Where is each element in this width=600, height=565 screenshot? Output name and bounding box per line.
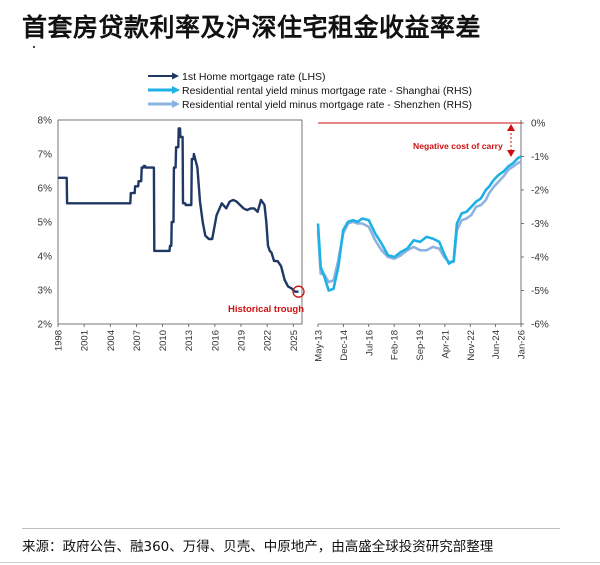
trough-marker	[292, 285, 305, 298]
cost-of-carry-arrow-up	[507, 124, 515, 131]
left-x-tick-label: 2019	[237, 330, 248, 351]
legend-entry-shenzhen: Residential rental yield minus mortgage …	[148, 99, 472, 111]
legend-label-mortgage: 1st Home mortgage rate (LHS)	[182, 71, 326, 83]
legend: 1st Home mortgage rate (LHS) Residential…	[148, 71, 472, 111]
legend-label-shanghai: Residential rental yield minus mortgage …	[182, 85, 472, 97]
right-x-tick-label: Dec-14	[339, 330, 350, 361]
legend-label-shenzhen: Residential rental yield minus mortgage …	[182, 99, 472, 111]
left-x-ticks: 1998 2001 2004 2007 2010 2013 2016 2019 2022 2025	[54, 324, 300, 351]
left-y-tick-label: 5%	[38, 218, 53, 229]
legend-entry-mortgage: 1st Home mortgage rate (LHS)	[148, 71, 326, 83]
right-x-tick-label: Jul-16	[364, 330, 375, 356]
legend-arrow-shanghai	[172, 86, 180, 94]
right-y-tick-label: -4%	[531, 253, 549, 264]
right-x-tick-label: May-13	[314, 330, 325, 362]
left-x-tick-label: 2010	[158, 330, 169, 351]
page-title: 首套房贷款利率及沪深住宅租金收益率差	[22, 13, 482, 42]
legend-arrow-shenzhen	[172, 100, 180, 108]
cost-of-carry-arrow-down	[507, 150, 515, 157]
legend-entry-shanghai: Residential rental yield minus mortgage …	[148, 85, 472, 97]
chart-area: 1st Home mortgage rate (LHS) Residential…	[38, 71, 549, 362]
left-plot-frame	[57, 119, 303, 325]
right-x-tick-label: Nov-22	[466, 330, 477, 361]
right-y-tick-label: -1%	[531, 152, 549, 163]
left-x-tick-label: 2022	[263, 330, 274, 351]
annotation-historical-trough: Historical trough	[228, 304, 304, 315]
bottom-divider	[0, 562, 600, 563]
left-y-tick-label: 8%	[38, 116, 53, 127]
left-panel: 8% 7% 6% 5% 4% 3% 2% 1998 2001 2004 2007 2010 2013 2…	[38, 116, 305, 351]
right-y-ticks: 0% -1% -2% -3% -4% -5% -6%	[521, 119, 549, 331]
right-x-tick-label: Apr-21	[440, 330, 451, 359]
left-x-tick-label: 2001	[80, 330, 91, 351]
right-y-tick-label: -2%	[531, 186, 549, 197]
right-y-tick-label: 0%	[531, 119, 546, 130]
left-x-tick-label: 2016	[210, 330, 221, 351]
left-x-tick-label: 2007	[132, 330, 143, 351]
source-note: 来源：政府公告、融360、万得、贝壳、中原地产，由高盛全球投资研究部整理	[22, 539, 494, 555]
right-y-tick-label: -3%	[531, 219, 549, 230]
left-x-tick-label: 2004	[106, 330, 117, 351]
left-y-tick-label: 6%	[38, 184, 53, 195]
left-x-tick-label: 2025	[289, 330, 300, 351]
left-y-tick-label: 2%	[38, 320, 53, 331]
right-x-tick-label: Jan-26	[517, 330, 528, 359]
left-x-tick-label: 1998	[54, 330, 65, 351]
right-panel: 0% -1% -2% -3% -4% -5% -6% May-13 Dec-14 Jul-16 F…	[314, 119, 549, 362]
right-x-tick-label: Sep-19	[415, 330, 426, 361]
decorative-dot	[33, 46, 35, 48]
right-y-tick-label: -5%	[531, 286, 549, 297]
left-y-tick-label: 4%	[38, 252, 53, 263]
left-y-ticks: 8% 7% 6% 5% 4% 3% 2%	[38, 116, 53, 331]
left-y-tick-label: 3%	[38, 286, 53, 297]
series-line-mortgage	[58, 127, 299, 293]
source-divider	[22, 528, 560, 529]
legend-arrow-mortgage	[172, 72, 179, 80]
right-y-tick-label: -6%	[531, 320, 549, 331]
right-x-tick-label: Jun-24	[491, 330, 502, 359]
right-x-tick-label: Feb-18	[390, 330, 401, 360]
series-line-shanghai	[316, 155, 522, 292]
left-x-tick-label: 2013	[184, 330, 195, 351]
left-y-tick-label: 7%	[38, 150, 53, 161]
right-x-ticks: May-13 Dec-14 Jul-16 Feb-18 Sep-19 Apr-21 Nov-…	[314, 324, 528, 362]
cost-of-carry-arrow	[507, 124, 515, 157]
annotation-negative-cost-of-carry: Negative cost of carry	[413, 141, 503, 151]
